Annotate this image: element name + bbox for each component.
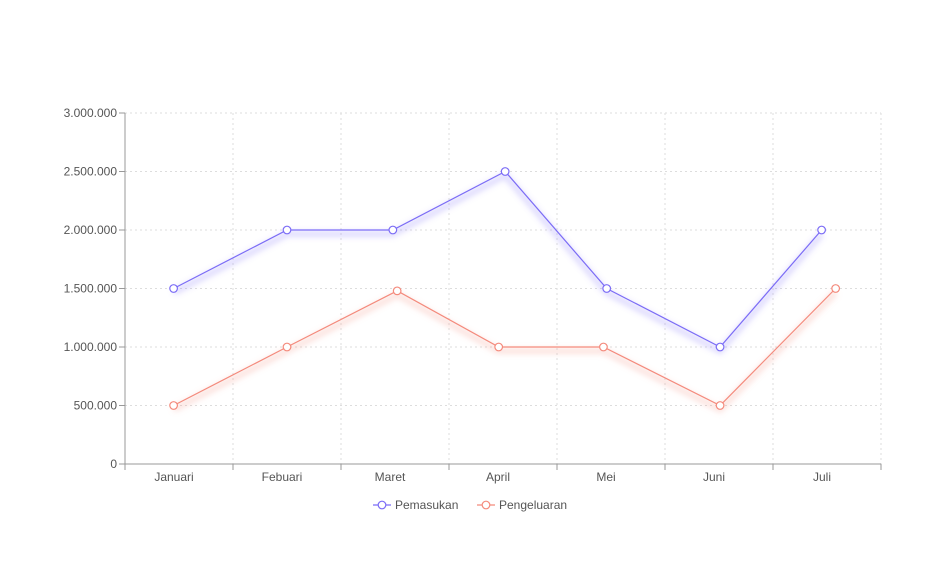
x-tick-label: Febuari bbox=[262, 470, 303, 484]
series-glow bbox=[172, 290, 838, 414]
y-tick-label: 0 bbox=[110, 457, 117, 471]
data-point[interactable] bbox=[388, 225, 398, 235]
legend-item-pemasukan[interactable]: Pemasukan bbox=[373, 498, 458, 512]
x-tick-label: Juni bbox=[703, 470, 725, 484]
data-point[interactable] bbox=[169, 401, 179, 410]
data-point[interactable] bbox=[715, 401, 725, 410]
x-tick-label: Juli bbox=[813, 470, 831, 484]
data-point[interactable] bbox=[715, 342, 725, 352]
data-point[interactable] bbox=[599, 342, 608, 352]
data-point[interactable] bbox=[282, 225, 292, 235]
data-point[interactable] bbox=[817, 225, 826, 235]
x-tick-label: Januari bbox=[154, 470, 193, 484]
data-point[interactable] bbox=[282, 342, 292, 352]
y-tick-label: 3.000.000 bbox=[64, 106, 118, 120]
series-pengeluaran bbox=[169, 284, 841, 414]
y-tick-label: 2.000.000 bbox=[64, 223, 118, 237]
legend-label: Pemasukan bbox=[395, 498, 458, 512]
data-point[interactable] bbox=[602, 284, 612, 293]
y-tick-label: 1.500.000 bbox=[64, 282, 118, 296]
x-tick-label: April bbox=[486, 470, 510, 484]
data-point[interactable] bbox=[831, 284, 841, 293]
legend-marker-icon bbox=[481, 500, 491, 510]
data-point[interactable] bbox=[392, 286, 402, 296]
y-tick-label: 500.000 bbox=[74, 399, 118, 413]
data-point[interactable] bbox=[494, 342, 504, 352]
series-line bbox=[173, 170, 823, 348]
legend: Pemasukan Pengeluaran bbox=[373, 498, 567, 512]
grid bbox=[125, 112, 882, 464]
series-glow bbox=[172, 171, 824, 355]
legend-label: Pengeluaran bbox=[499, 498, 567, 512]
data-point[interactable] bbox=[500, 167, 510, 176]
x-tick-label: Maret bbox=[375, 470, 406, 484]
legend-marker-icon bbox=[377, 500, 387, 510]
x-tick-label: Mei bbox=[596, 470, 615, 484]
series-pemasukan bbox=[169, 167, 826, 355]
data-point[interactable] bbox=[169, 284, 179, 293]
legend-item-pengeluaran[interactable]: Pengeluaran bbox=[477, 498, 567, 512]
y-tick-label: 1.000.000 bbox=[64, 340, 118, 354]
y-tick-label: 2.500.000 bbox=[64, 165, 118, 179]
